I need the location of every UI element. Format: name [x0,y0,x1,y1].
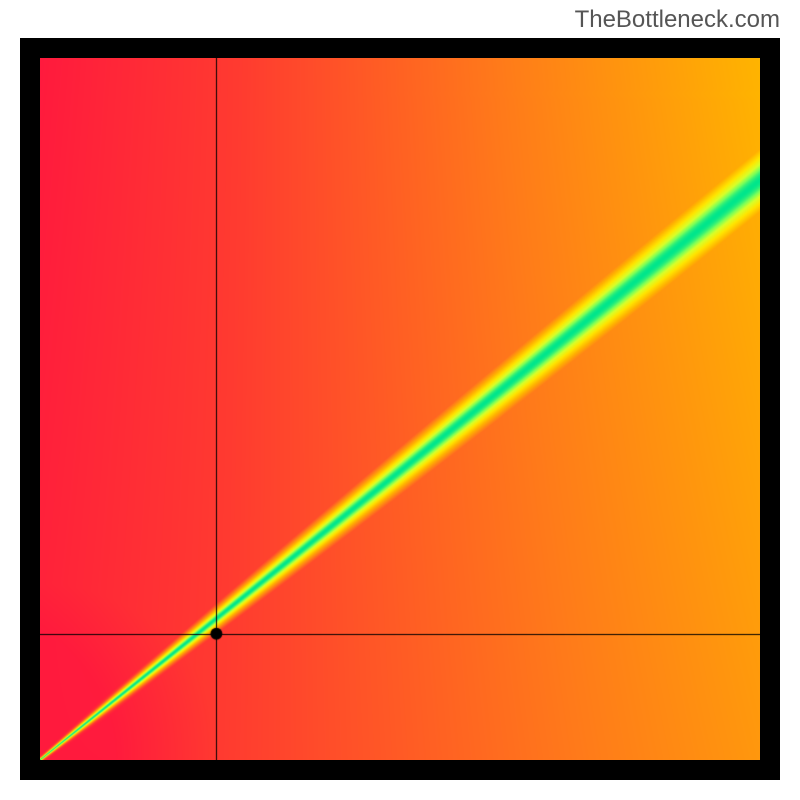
watermark-text: TheBottleneck.com [575,6,780,34]
heatmap-canvas [40,58,760,760]
plot-frame [20,38,780,780]
chart-container: TheBottleneck.com [0,0,800,800]
plot-area [40,58,760,760]
